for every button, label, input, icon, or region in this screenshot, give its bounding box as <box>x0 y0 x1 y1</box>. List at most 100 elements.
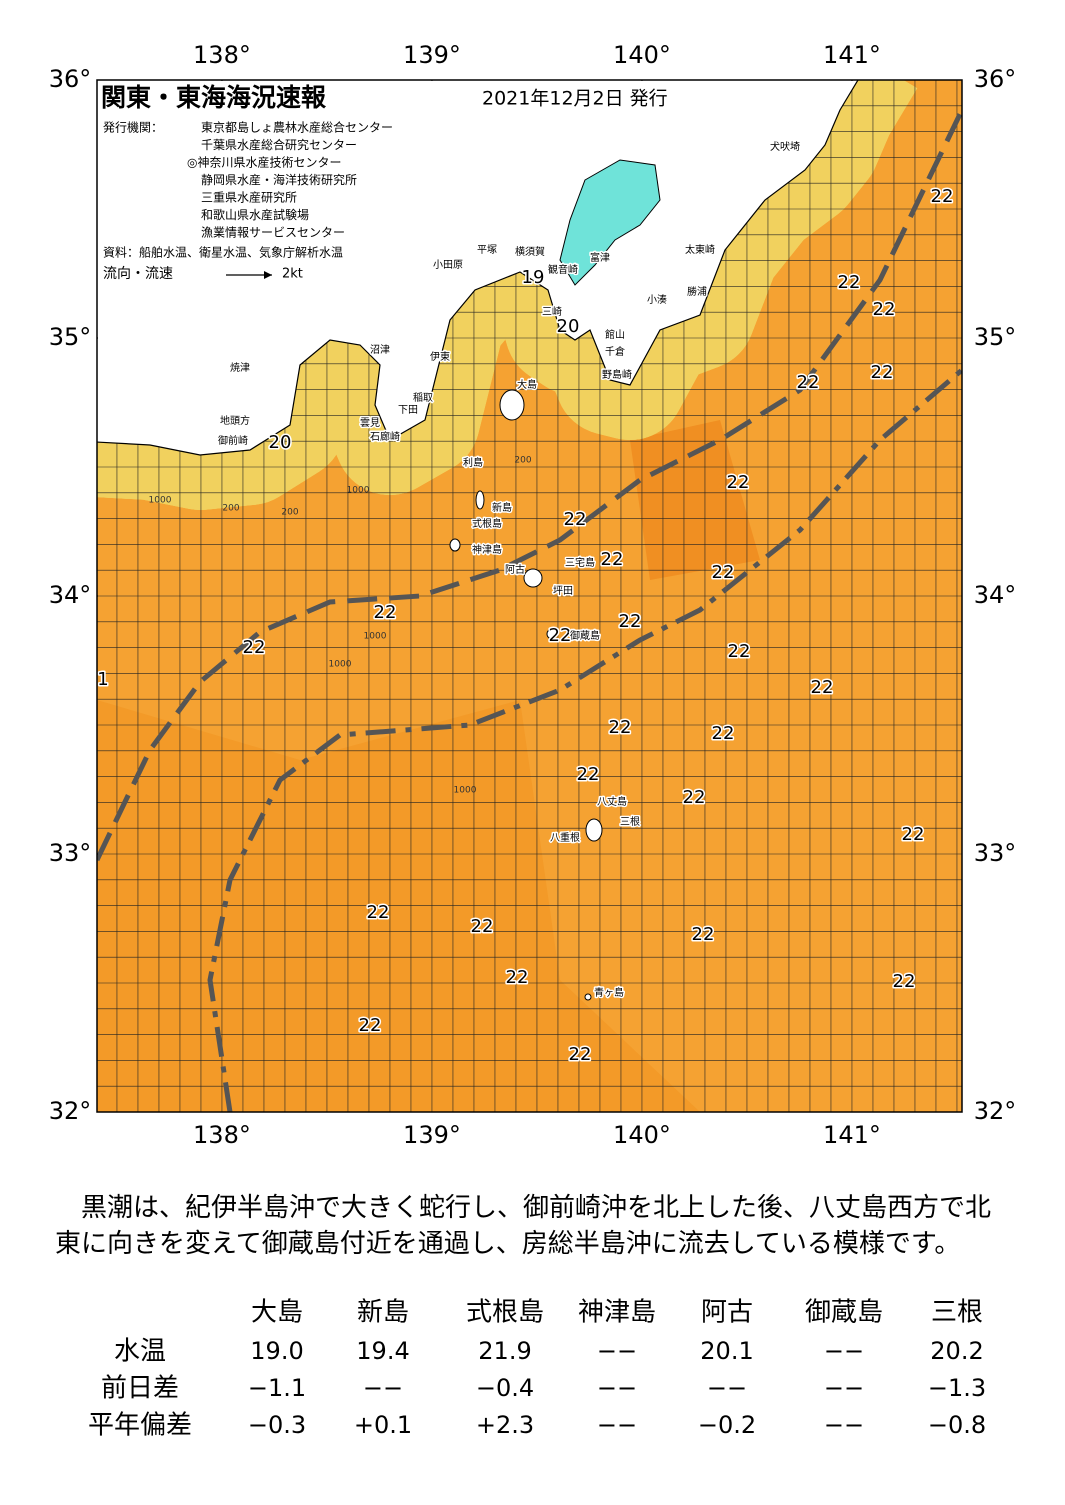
lon-tick-label: 138° <box>193 1121 251 1149</box>
table-cell: −0.2 <box>698 1411 756 1439</box>
island <box>475 490 485 510</box>
warm-water <box>630 420 760 580</box>
tokyo-bay <box>559 159 661 286</box>
place-name: 焼津 <box>230 362 250 374</box>
place-name: 館山 <box>605 328 625 341</box>
temperature-label: 20 <box>557 316 580 337</box>
lat-tick-label: 35° <box>49 323 92 351</box>
table-cell: 19.4 <box>356 1337 409 1365</box>
temperature-label: 22 <box>728 641 751 662</box>
temperature-label: 22 <box>712 562 735 583</box>
legend-arrowhead <box>264 271 272 279</box>
table-cell: −− <box>824 1411 864 1439</box>
lat-tick-label: 35° <box>974 323 1017 351</box>
land <box>97 80 859 456</box>
lon-tick-label: 140° <box>613 1121 671 1149</box>
table-cell: −1.1 <box>248 1374 306 1402</box>
temperature-label: 22 <box>471 916 494 937</box>
contour-label: 1000 <box>454 786 477 796</box>
place-name: 雲見 <box>360 417 380 429</box>
column-header: 式根島 <box>466 1298 544 1328</box>
table-cell: 20.1 <box>700 1337 753 1365</box>
place-name: 伊東 <box>430 350 450 363</box>
issuer: ◎神奈川県水産技術センター <box>187 155 341 170</box>
temperature-label: 22 <box>838 272 861 293</box>
place-name: 小田原 <box>433 259 463 271</box>
place-name: 大島 <box>517 378 537 391</box>
contour-label: 200 <box>514 456 531 466</box>
lat-tick-label: 33° <box>974 839 1017 867</box>
contour-label: 1000 <box>149 496 172 506</box>
table-cell: −− <box>824 1374 864 1402</box>
place-name: 三崎 <box>542 305 562 318</box>
place-name: 坪田 <box>553 584 573 597</box>
issuer: 静岡県水産・海洋技術研究所 <box>201 172 357 187</box>
issuer: 和歌山県水産試験場 <box>201 207 309 222</box>
place-name: 八重根 <box>550 831 580 844</box>
column-header: 阿古 <box>701 1298 753 1328</box>
table-cell: −− <box>824 1337 864 1365</box>
column-header: 三根 <box>931 1298 983 1328</box>
temperature-label: 22 <box>601 549 624 570</box>
place-name: 野島崎 <box>602 368 632 381</box>
legend-speed: 2kt <box>282 267 303 282</box>
row-label: 前日差 <box>101 1374 179 1404</box>
contour-label: 200 <box>222 504 239 514</box>
temperature-label: 19 <box>522 267 545 288</box>
temperature-label: 22 <box>367 902 390 923</box>
kuroshio-axis <box>97 108 962 862</box>
place-name: 三宅島 <box>565 556 595 569</box>
table-cell: 20.2 <box>930 1337 983 1365</box>
place-name: 下田 <box>398 405 418 416</box>
place-name: 新島 <box>492 501 512 514</box>
temperature-label: 22 <box>243 637 266 658</box>
table-cell: −− <box>363 1374 403 1402</box>
place-name: 利島 <box>463 456 483 469</box>
place-name: 勝浦 <box>687 285 707 298</box>
temperature-label: 22 <box>609 717 632 738</box>
place-name: 稲取 <box>413 392 433 404</box>
table-cell: −1.3 <box>928 1374 986 1402</box>
contour-label: 200 <box>281 508 298 518</box>
temperature-label: 22 <box>569 1044 592 1065</box>
place-name: 式根島 <box>472 517 502 530</box>
column-header: 大島 <box>251 1298 303 1328</box>
temperature-label: 22 <box>931 186 954 207</box>
lon-tick-label: 138° <box>193 41 251 69</box>
place-name: 富津 <box>590 251 610 264</box>
temperature-label: 22 <box>506 967 529 988</box>
issue-date: 2021年12月2日 発行 <box>482 88 668 110</box>
lat-tick-label: 33° <box>49 839 92 867</box>
place-name: 小湊 <box>647 293 667 306</box>
place-name: 地頭方 <box>220 414 250 427</box>
map-labels: 22 22 22 22 22 22 22 22 22 22 22 22 22 22 22 22 22 22 22 22… <box>97 139 955 1067</box>
contour-label: 1000 <box>364 632 387 642</box>
island <box>449 538 461 552</box>
place-name: 御蔵島 <box>570 629 600 642</box>
island <box>499 389 525 421</box>
row-label: 平年偏差 <box>88 1411 192 1441</box>
temperature-label: 22 <box>619 611 642 632</box>
temperature-label: 22 <box>683 787 706 808</box>
place-name: 平塚 <box>477 244 497 256</box>
issuer: 三重県水産研究所 <box>201 190 297 205</box>
column-header: 神津島 <box>578 1298 656 1328</box>
legend-label: 流向・流速 <box>103 266 173 282</box>
issuer: 漁業情報サービスセンター <box>201 226 345 240</box>
contour-label: 1000 <box>347 486 370 496</box>
temperature-label: 22 <box>902 824 925 845</box>
map-body: 22 22 22 22 22 22 22 22 22 22 22 22 22 22 22 22 22 22 22 22… <box>97 80 962 1112</box>
temperature-label: 22 <box>577 764 600 785</box>
place-name: 三根 <box>620 815 640 828</box>
temperature-label: 22 <box>873 299 896 320</box>
issuer: 東京都島しょ農林水産総合センター <box>201 120 393 135</box>
table-cell: −0.4 <box>476 1374 534 1402</box>
lon-tick-label: 141° <box>823 41 881 69</box>
lat-tick-label: 36° <box>974 65 1017 93</box>
lon-tick-label: 141° <box>823 1121 881 1149</box>
island <box>584 993 592 1001</box>
island <box>523 568 543 588</box>
lat-tick-label: 36° <box>49 65 92 93</box>
temperature-label: 22 <box>811 677 834 698</box>
